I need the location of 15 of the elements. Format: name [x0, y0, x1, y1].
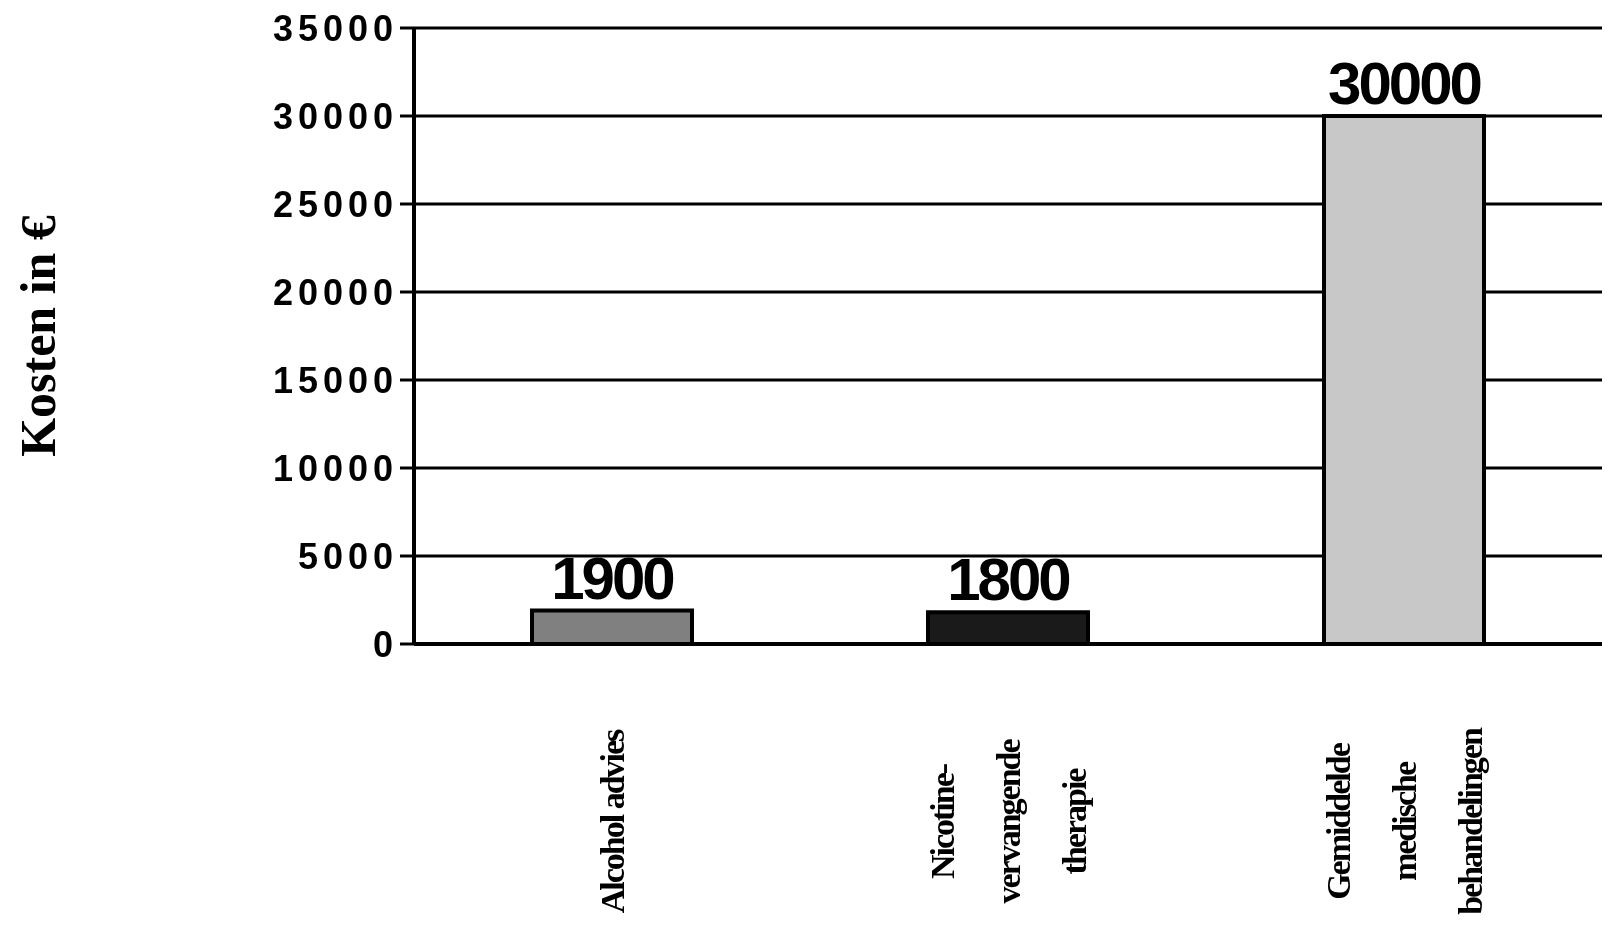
data-label: 1800 — [947, 546, 1070, 614]
y-tick-label: 5000 — [297, 535, 398, 577]
y-tick-label: 25000 — [272, 183, 398, 225]
y-tick-label: 0 — [372, 623, 398, 665]
x-tick-label: Nicotine-vervangende therapie — [923, 738, 1093, 904]
data-label: 30000 — [1328, 50, 1481, 117]
y-tick-label: 10000 — [272, 447, 398, 489]
data-label: 1900 — [551, 544, 674, 612]
y-tick-label: 15000 — [272, 359, 398, 401]
y-tick-label: 20000 — [272, 271, 398, 313]
x-tick-label: Gemiddelde medische behandelingen — [1319, 727, 1489, 915]
y-tick-label: 30000 — [272, 95, 398, 137]
x-tick-label: Alcohol advies — [593, 728, 631, 914]
y-tick-label: 35000 — [272, 7, 398, 49]
y-axis-title: Kosten in € — [10, 215, 66, 457]
